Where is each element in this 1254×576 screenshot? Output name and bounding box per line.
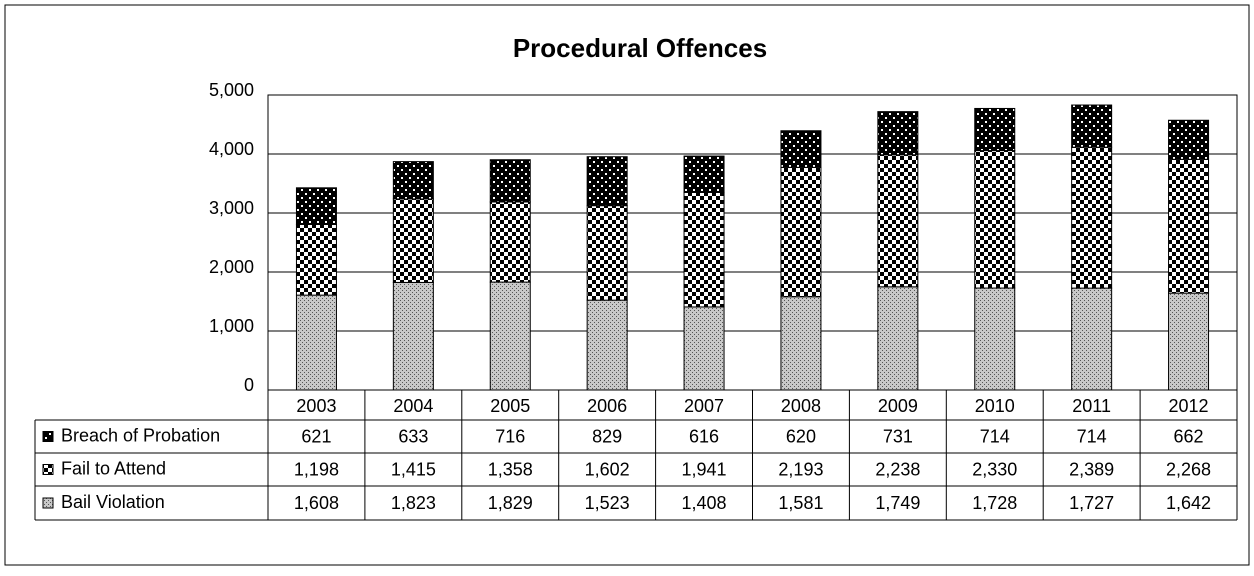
table-value: 633 <box>398 426 428 446</box>
bar-segment <box>392 161 434 200</box>
bar-segment <box>974 150 1016 289</box>
x-tick-label: 2008 <box>781 396 821 416</box>
table-value: 714 <box>980 426 1010 446</box>
table-value: 731 <box>883 426 913 446</box>
bar-segment <box>974 287 1016 391</box>
x-tick-label: 2003 <box>296 396 336 416</box>
legend-label: Bail Violation <box>61 492 165 512</box>
x-tick-label: 2007 <box>684 396 724 416</box>
y-tick-label: 4,000 <box>209 139 254 159</box>
bar-segment <box>877 286 919 391</box>
table-value: 1,415 <box>391 459 436 479</box>
bar-segment <box>295 294 337 391</box>
x-tick-label: 2012 <box>1169 396 1209 416</box>
bar-segment <box>877 111 919 156</box>
bar-segment <box>1071 104 1113 148</box>
table-value: 716 <box>495 426 525 446</box>
bar-segment <box>780 296 822 391</box>
table-value: 1,728 <box>972 493 1017 513</box>
legend-key <box>42 497 54 509</box>
bar-segment <box>683 191 725 308</box>
table-value: 662 <box>1174 426 1204 446</box>
table-value: 1,749 <box>875 493 920 513</box>
table-value: 714 <box>1077 426 1107 446</box>
bar-segment <box>586 156 628 207</box>
table-value: 620 <box>786 426 816 446</box>
table-value: 1,727 <box>1069 493 1114 513</box>
table-value: 2,330 <box>972 459 1017 479</box>
table-value: 1,941 <box>682 459 727 479</box>
bar-segment <box>1071 287 1113 391</box>
bar-segment <box>974 107 1016 152</box>
bar-segment <box>683 155 725 193</box>
chart-title: Procedural Offences <box>513 33 767 63</box>
table-value: 1,581 <box>778 493 823 513</box>
table-value: 1,608 <box>294 493 339 513</box>
legend-key <box>42 464 54 475</box>
legend-key <box>42 431 54 442</box>
y-tick-label: 2,000 <box>209 257 254 277</box>
bar-segment <box>392 281 434 391</box>
bar-segment <box>1168 292 1210 391</box>
bar-segment <box>295 187 337 225</box>
bar-segment <box>489 201 531 283</box>
y-tick-label: 1,000 <box>209 316 254 336</box>
table-value: 2,389 <box>1069 459 1114 479</box>
legend-label: Fail to Attend <box>61 458 166 478</box>
x-tick-label: 2004 <box>393 396 433 416</box>
y-tick-label: 5,000 <box>209 80 254 100</box>
bar-segment <box>586 299 628 391</box>
y-tick-label: 0 <box>244 375 254 395</box>
x-tick-label: 2005 <box>490 396 530 416</box>
bar-segment <box>780 166 822 298</box>
x-tick-label: 2011 <box>1072 396 1111 416</box>
bar-segment <box>1168 158 1210 294</box>
table-value: 2,268 <box>1166 459 1211 479</box>
bar-segment <box>489 281 531 391</box>
table-value: 616 <box>689 426 719 446</box>
bar-segment <box>489 159 531 203</box>
bar-segment <box>877 154 919 288</box>
table-value: 1,408 <box>682 493 727 513</box>
table-value: 2,193 <box>778 459 823 479</box>
table-value: 1,823 <box>391 493 436 513</box>
table-value: 1,829 <box>488 493 533 513</box>
legend-label: Breach of Probation <box>61 425 220 445</box>
bar-segment <box>392 198 434 283</box>
table-value: 621 <box>301 426 331 446</box>
table-value: 1,198 <box>294 459 339 479</box>
bar-segment <box>1168 119 1210 160</box>
table-value: 1,602 <box>585 459 630 479</box>
bar-segment <box>780 130 822 168</box>
table-value: 1,523 <box>585 493 630 513</box>
x-tick-label: 2006 <box>587 396 627 416</box>
bar-segment <box>1071 146 1113 289</box>
x-tick-label: 2009 <box>878 396 918 416</box>
x-tick-label: 2010 <box>975 396 1015 416</box>
bar-segment <box>295 223 337 296</box>
bar-segment <box>586 205 628 301</box>
table-value: 2,238 <box>875 459 920 479</box>
table-value: 1,358 <box>488 459 533 479</box>
table-value: 1,642 <box>1166 493 1211 513</box>
bar-segment <box>683 306 725 391</box>
table-value: 829 <box>592 426 622 446</box>
y-tick-label: 3,000 <box>209 198 254 218</box>
